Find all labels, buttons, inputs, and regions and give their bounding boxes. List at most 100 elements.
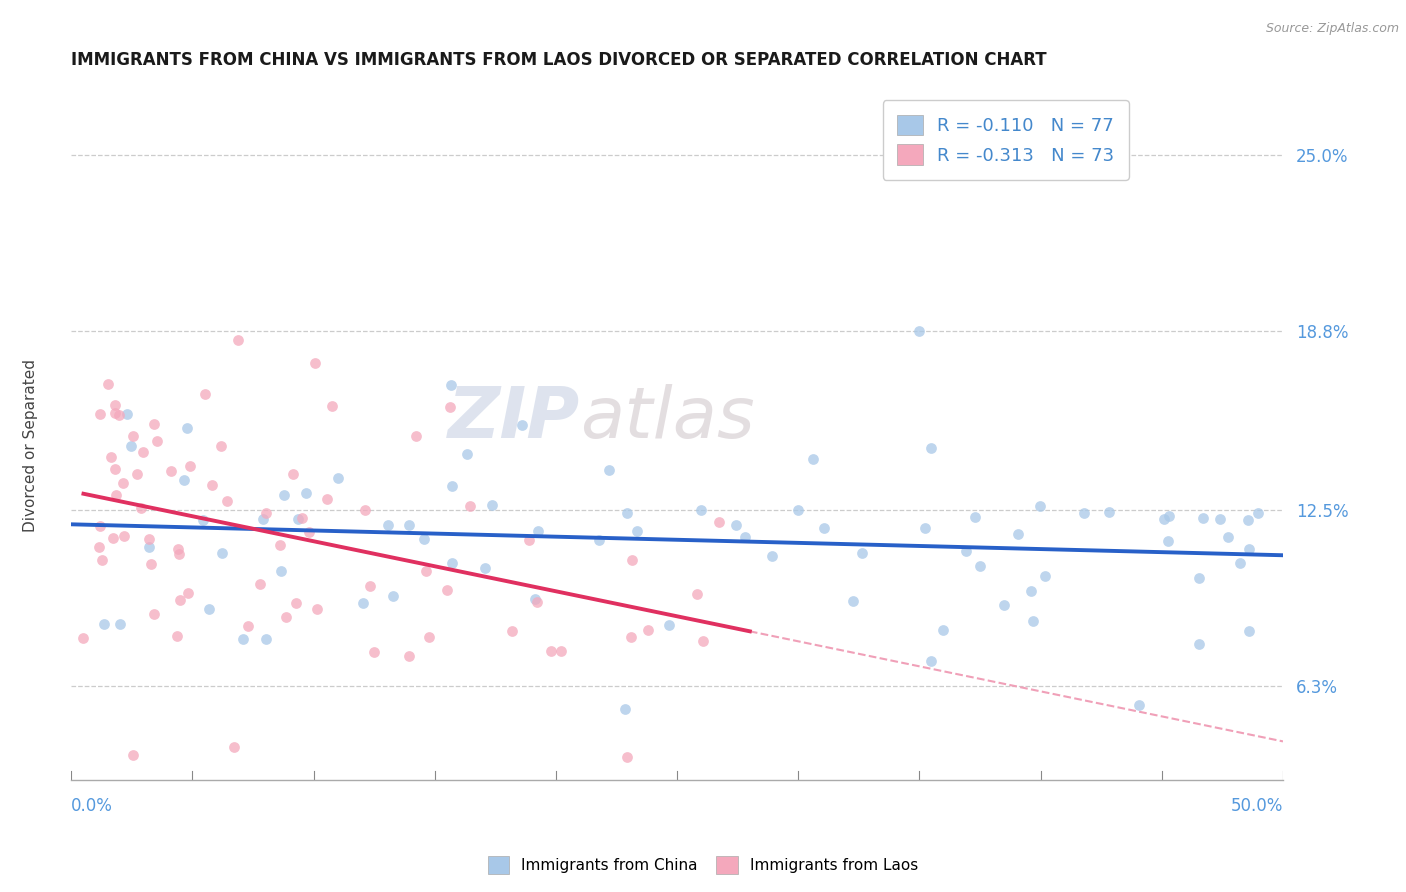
Point xyxy=(145,434,167,449)
Point xyxy=(841,594,863,608)
Point xyxy=(1019,584,1042,599)
Point xyxy=(1033,569,1056,583)
Point xyxy=(787,503,810,517)
Point xyxy=(93,616,115,631)
Text: IMMIGRANTS FROM CHINA VS IMMIGRANTS FROM LAOS DIVORCED OR SEPARATED CORRELATION : IMMIGRANTS FROM CHINA VS IMMIGRANTS FROM… xyxy=(72,51,1047,69)
Point xyxy=(458,499,481,513)
Point xyxy=(127,467,149,482)
Text: Source: ZipAtlas.com: Source: ZipAtlas.com xyxy=(1265,22,1399,36)
Point xyxy=(90,553,112,567)
Point xyxy=(920,654,942,668)
Point xyxy=(226,333,249,347)
Point xyxy=(254,506,277,520)
Point xyxy=(173,473,195,487)
Point xyxy=(224,739,246,754)
Point xyxy=(1247,507,1270,521)
Point xyxy=(613,702,636,716)
Point xyxy=(440,378,463,392)
Point xyxy=(1128,698,1150,712)
Point xyxy=(955,544,977,558)
Point xyxy=(143,607,166,622)
Point xyxy=(439,400,461,414)
Point xyxy=(931,623,953,637)
Point xyxy=(285,596,308,610)
Point xyxy=(969,559,991,574)
Point xyxy=(138,540,160,554)
Point xyxy=(734,530,756,544)
Point xyxy=(588,533,610,547)
Point xyxy=(104,398,127,412)
Point xyxy=(481,498,503,512)
Point xyxy=(112,476,135,491)
Point xyxy=(108,617,131,632)
Point xyxy=(908,324,931,338)
Point xyxy=(115,407,138,421)
Point xyxy=(1156,534,1178,549)
Point xyxy=(249,576,271,591)
Point xyxy=(501,624,523,638)
Point xyxy=(274,609,297,624)
Point xyxy=(1216,530,1239,544)
Point xyxy=(122,429,145,443)
Point xyxy=(232,632,254,646)
Point xyxy=(176,421,198,435)
Point xyxy=(252,512,274,526)
Point xyxy=(131,445,153,459)
Point xyxy=(72,631,94,645)
Point xyxy=(724,517,747,532)
Point xyxy=(761,549,783,564)
Point xyxy=(405,429,427,443)
Point xyxy=(707,516,730,530)
Point xyxy=(377,518,399,533)
Point xyxy=(159,464,181,478)
Point xyxy=(398,517,420,532)
Point xyxy=(920,441,942,455)
Point xyxy=(616,506,638,520)
Point xyxy=(316,492,339,507)
Point xyxy=(138,533,160,547)
Point xyxy=(851,546,873,560)
Point xyxy=(1237,542,1260,557)
Point xyxy=(637,624,659,638)
Point xyxy=(620,552,643,566)
Point xyxy=(166,541,188,556)
Point xyxy=(456,447,478,461)
Point xyxy=(540,644,562,658)
Point xyxy=(616,750,638,764)
Point xyxy=(287,512,309,526)
Point xyxy=(326,471,349,485)
Point xyxy=(269,538,291,552)
Point xyxy=(295,485,318,500)
Point xyxy=(598,463,620,477)
Point xyxy=(359,578,381,592)
Legend: R = -0.110   N = 77, R = -0.313   N = 73: R = -0.110 N = 77, R = -0.313 N = 73 xyxy=(883,100,1129,179)
Point xyxy=(291,511,314,525)
Point xyxy=(179,458,201,473)
Point xyxy=(620,630,643,644)
Point xyxy=(517,533,540,547)
Point xyxy=(139,557,162,571)
Point xyxy=(298,524,321,539)
Point xyxy=(87,540,110,554)
Point xyxy=(813,521,835,535)
Point xyxy=(1073,506,1095,520)
Point xyxy=(108,408,131,422)
Point xyxy=(215,493,238,508)
Point xyxy=(686,587,709,601)
Point xyxy=(89,407,111,421)
Point xyxy=(167,547,190,561)
Point xyxy=(626,524,648,538)
Point xyxy=(914,521,936,535)
Point xyxy=(474,561,496,575)
Text: 0.0%: 0.0% xyxy=(72,797,112,814)
Point xyxy=(1237,624,1260,639)
Point xyxy=(690,502,713,516)
Point xyxy=(352,596,374,610)
Text: Divorced or Separated: Divorced or Separated xyxy=(24,359,38,533)
Point xyxy=(963,510,986,524)
Point xyxy=(254,632,277,647)
Point xyxy=(198,602,221,616)
Point xyxy=(96,376,118,391)
Point xyxy=(177,586,200,600)
Point xyxy=(169,593,191,607)
